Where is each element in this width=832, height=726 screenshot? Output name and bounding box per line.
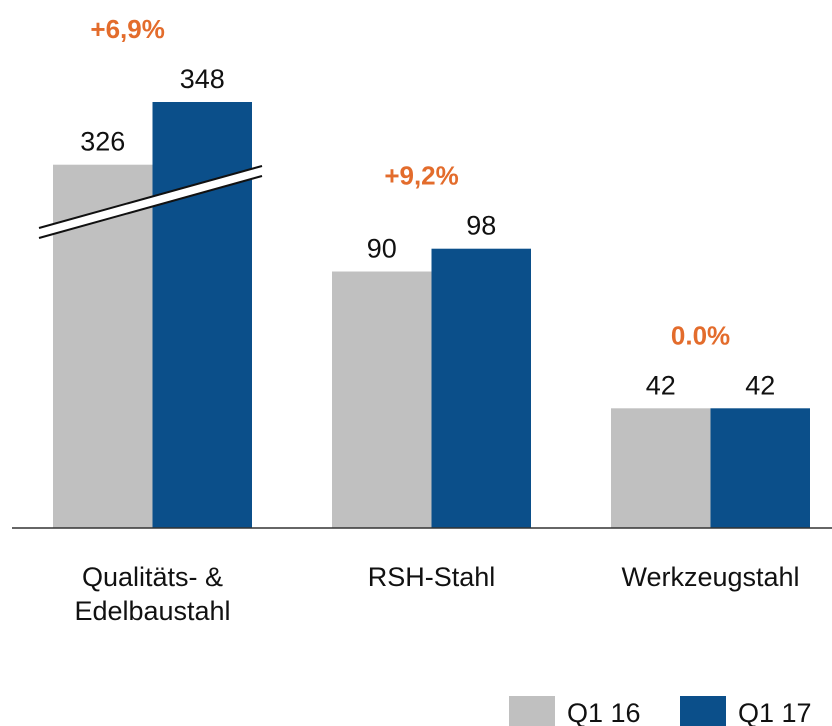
category-label: Qualitäts- & Edelbaustahl — [74, 562, 231, 626]
category-label: Werkzeugstahl — [621, 562, 800, 592]
bar — [710, 408, 810, 528]
bar — [332, 271, 432, 528]
value-label: 348 — [180, 64, 225, 94]
bar — [611, 408, 711, 528]
legend-label: Q1 17 — [738, 698, 812, 726]
legend-label: Q1 16 — [567, 698, 641, 726]
annotation: +6,9% — [90, 14, 164, 44]
value-label: 98 — [466, 211, 496, 241]
value-label: 326 — [80, 127, 125, 157]
annotation: 0.0% — [671, 320, 730, 350]
axis-break-line — [38, 175, 263, 239]
bar — [431, 248, 531, 528]
axis-break — [39, 166, 262, 238]
value-label: 42 — [646, 370, 676, 400]
annotation: +9,2% — [384, 161, 458, 191]
bar — [152, 102, 252, 528]
axis-break-line — [38, 165, 263, 229]
legend-swatch — [680, 696, 726, 726]
category-label: RSH-Stahl — [367, 562, 496, 592]
value-label: 42 — [745, 370, 775, 400]
legend-swatch — [509, 696, 555, 726]
value-label: 90 — [367, 234, 397, 264]
